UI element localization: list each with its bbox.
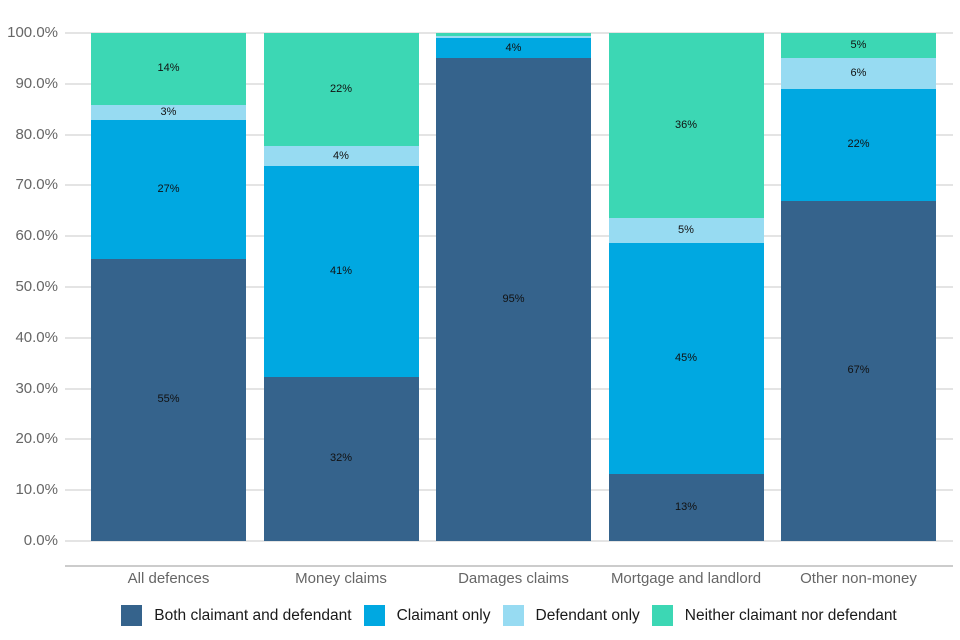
legend-item: Both claimant and defendant	[121, 605, 352, 626]
x-axis-category-label: Damages claims	[458, 570, 569, 587]
y-axis-tick-label: 30.0%	[15, 379, 58, 397]
bar-mortgage-and-landlord: 13% 45% 5% 36%	[608, 33, 764, 541]
bar-segment: 41%	[263, 166, 419, 377]
x-axis-line	[65, 565, 953, 567]
y-axis-tick-label: 20.0%	[15, 430, 58, 448]
y-axis-tick-label: 100.0%	[7, 24, 58, 41]
x-axis-category-label: All defences	[127, 570, 210, 587]
bar-segment-value-label: 67%	[847, 364, 870, 377]
legend-label: Neither claimant nor defendant	[684, 606, 897, 624]
plot-area: 55% 27% 3% 14% 32% 41% 4% 22% 95% 4% 13% 45% 5% 36% 67…	[65, 32, 953, 542]
bar-segment: 95%	[436, 58, 591, 541]
bar-segment: 22%	[781, 88, 936, 201]
bar-segment: 5%	[608, 217, 764, 244]
bar-segment-value-label: 22%	[847, 138, 870, 151]
bar-segment-value-label: 14%	[157, 62, 180, 75]
bar-segment: 32%	[263, 376, 419, 541]
bar-segment: 45%	[608, 243, 764, 475]
bar-segment-value-label: 5%	[678, 224, 694, 237]
bar-segment-value-label: 4%	[333, 149, 349, 162]
x-axis-category-label: Mortgage and landlord	[610, 570, 762, 587]
bar-segment: 22%	[263, 33, 419, 146]
y-axis-tick-label: 90.0%	[15, 74, 58, 92]
bar-all-defences: 55% 27% 3% 14%	[91, 33, 246, 541]
bar-segment: 5%	[781, 33, 936, 59]
legend: Both claimant and defendant Claimant only…	[65, 605, 953, 626]
y-axis-tick-label: 80.0%	[15, 125, 58, 143]
bar-segment-value-label: 41%	[329, 265, 353, 278]
bar-segment: 55%	[91, 258, 246, 541]
bar-segment-value-label: 32%	[329, 452, 353, 465]
bar-segment-value-label: 4%	[505, 41, 522, 54]
bar-segment: 14%	[91, 33, 246, 105]
legend-label: Defendant only	[535, 606, 640, 624]
bar-segment: 67%	[781, 200, 936, 541]
legend-swatch-icon	[121, 605, 143, 626]
x-axis-category-label: Money claims	[295, 570, 387, 587]
bar-segment-value-label: 22%	[329, 82, 353, 95]
bar-segment-value-label: 45%	[674, 352, 698, 365]
bar-segment	[436, 35, 591, 39]
y-axis-tick-label: 50.0%	[15, 278, 58, 295]
legend-swatch-icon	[651, 605, 673, 626]
y-axis-tick-label: 0.0%	[23, 532, 58, 549]
bar-segment-value-label: 5%	[850, 39, 867, 52]
bar-segment-value-label: 13%	[674, 501, 698, 514]
legend-item: Defendant only	[502, 605, 640, 626]
gridline	[65, 32, 953, 34]
bar-segment: 6%	[781, 58, 936, 89]
bar-segment: 27%	[91, 120, 246, 259]
bar-segment: 4%	[263, 145, 419, 167]
gridline	[65, 540, 953, 542]
bar-segment-value-label: 55%	[157, 393, 180, 406]
legend-label: Claimant only	[396, 606, 491, 624]
bar-segment: 13%	[608, 474, 764, 541]
y-axis-tick-label: 70.0%	[15, 176, 58, 194]
bar-segment: 4%	[436, 38, 591, 59]
legend-label: Both claimant and defendant	[154, 606, 352, 624]
bar-segment-value-label: 3%	[160, 106, 177, 119]
bar-segment: 36%	[608, 33, 764, 218]
bar-segment-value-label: 6%	[850, 67, 867, 80]
bar-damages-claims: 95% 4%	[436, 33, 591, 541]
bar-segment-value-label: 95%	[502, 293, 525, 306]
y-axis-tick-label: 10.0%	[15, 481, 58, 499]
legend-swatch-icon	[363, 605, 385, 626]
y-axis-tick-label: 40.0%	[15, 328, 58, 346]
bar-money-claims: 32% 41% 4% 22%	[263, 33, 419, 541]
bar-other-non-money: 67% 22% 6% 5%	[781, 33, 936, 541]
legend-item: Neither claimant nor defendant	[651, 605, 897, 626]
bar-segment	[436, 33, 591, 36]
legend-item: Claimant only	[363, 605, 491, 626]
legend-swatch-icon	[502, 605, 524, 626]
bar-segment-value-label: 36%	[674, 118, 698, 131]
bar-segment: 3%	[91, 104, 246, 121]
x-axis-category-label: Other non-money	[800, 570, 917, 587]
y-axis-tick-label: 60.0%	[15, 227, 58, 245]
bar-segment-value-label: 27%	[157, 183, 180, 196]
